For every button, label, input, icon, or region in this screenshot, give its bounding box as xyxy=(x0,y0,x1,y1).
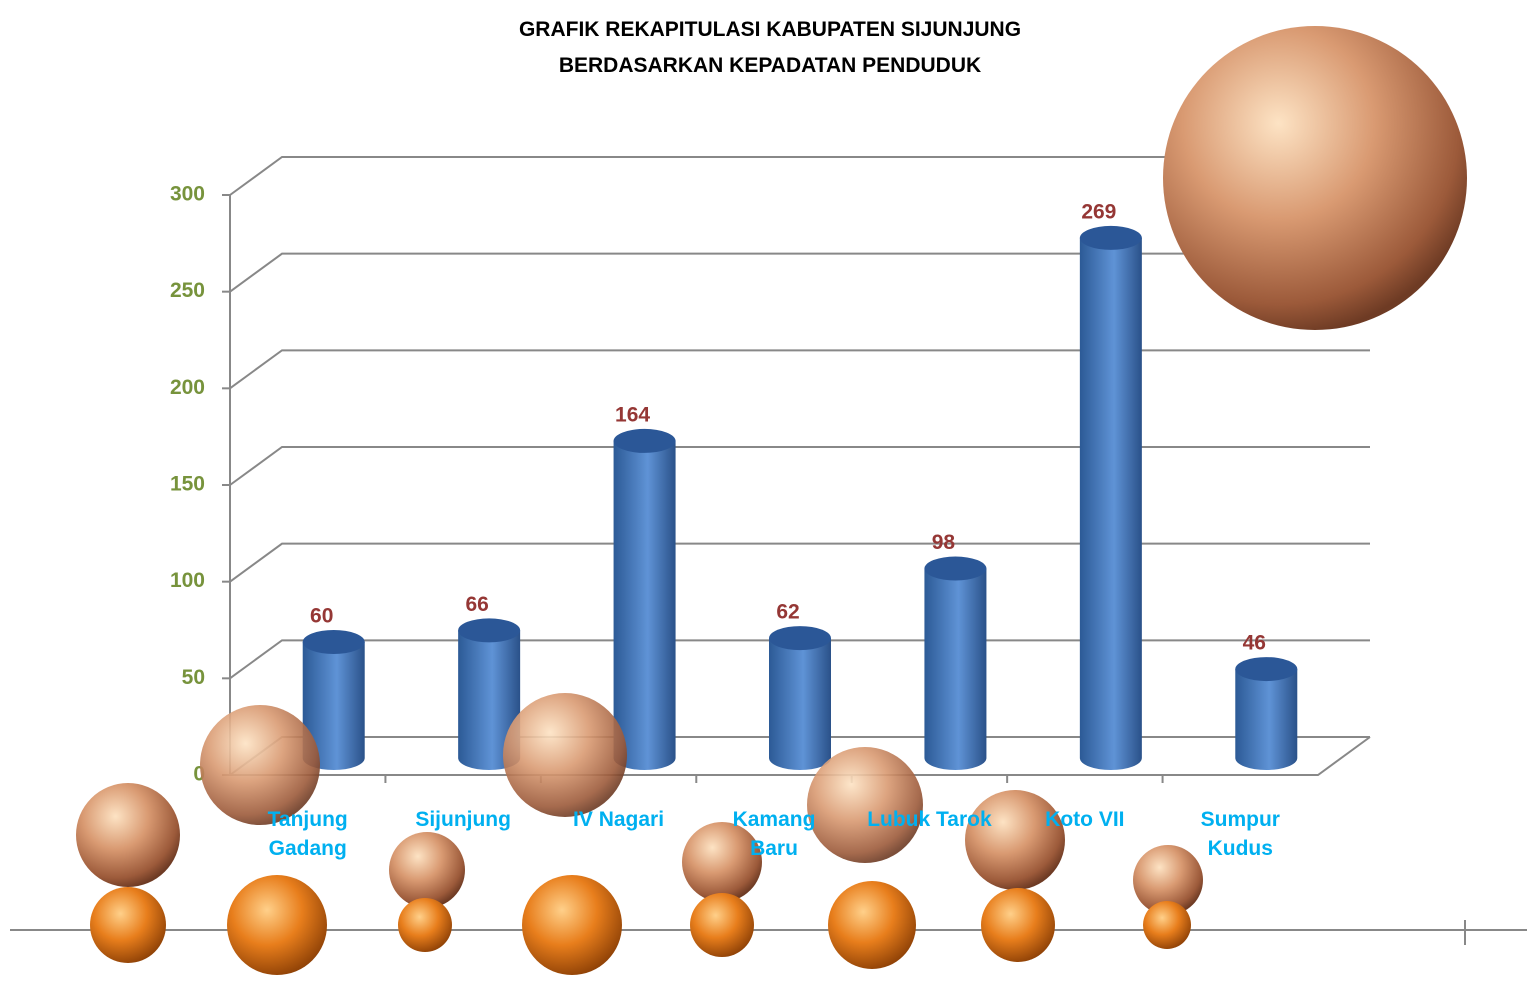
value-label: 60 xyxy=(310,605,333,628)
bar-top xyxy=(769,626,831,651)
value-label: 269 xyxy=(1081,200,1116,223)
x-tick-label: IV Nagari xyxy=(573,808,665,831)
sphere xyxy=(503,693,627,817)
x-tick-label: Sumpur Kudus xyxy=(1200,808,1280,860)
bar xyxy=(302,642,365,771)
sphere xyxy=(227,875,327,975)
sphere xyxy=(398,898,452,952)
bar-top xyxy=(1235,657,1298,682)
y-tick-label: 200 xyxy=(170,376,205,399)
grid-line xyxy=(229,446,1370,486)
bar xyxy=(613,440,676,771)
bar xyxy=(1235,669,1298,771)
y-tick-label: 50 xyxy=(182,666,205,689)
sphere xyxy=(828,881,916,969)
grid-line xyxy=(229,252,1370,293)
sphere xyxy=(690,893,754,957)
grid-line xyxy=(229,156,1370,196)
bar xyxy=(458,630,521,770)
bar-top xyxy=(924,556,987,581)
bar xyxy=(924,568,987,771)
value-label: 164 xyxy=(615,403,650,426)
sphere xyxy=(807,747,923,863)
x-tick-label: Sijunjung xyxy=(415,808,511,831)
value-label: 98 xyxy=(932,531,956,554)
y-tick-label: 300 xyxy=(170,183,205,206)
y-tick-label: 250 xyxy=(170,279,205,302)
chart-subtitle: BERDASARKAN KEPADATAN PENDUDUK xyxy=(558,54,982,77)
sphere xyxy=(981,888,1055,962)
grid-line xyxy=(229,542,1370,583)
sphere xyxy=(522,875,622,975)
decoration xyxy=(10,26,1527,975)
y-tick-label: 100 xyxy=(170,569,205,592)
x-tick-label: Koto VII xyxy=(1045,808,1125,831)
sphere xyxy=(90,887,166,963)
sphere xyxy=(965,790,1065,890)
value-label: 62 xyxy=(776,601,799,624)
sphere xyxy=(1143,901,1191,949)
sphere xyxy=(389,832,465,908)
sphere xyxy=(76,783,180,887)
bar xyxy=(769,638,831,770)
x-tick-label: Tanjung Gadang xyxy=(267,808,348,860)
sphere xyxy=(682,822,762,902)
y-tick-label: 150 xyxy=(170,473,205,496)
bar-top xyxy=(302,630,365,654)
bar xyxy=(1079,237,1142,771)
x-tick-label: Lubuk Tarok xyxy=(867,808,992,831)
y-tick-label: 0 xyxy=(193,763,205,786)
bar-top xyxy=(613,428,676,453)
value-label: 66 xyxy=(465,593,488,616)
bar-top xyxy=(458,618,521,643)
sphere xyxy=(1163,26,1467,330)
grid-line xyxy=(229,349,1370,390)
bar-top xyxy=(1079,225,1142,250)
value-label: 46 xyxy=(1243,632,1266,655)
sphere xyxy=(1133,845,1203,915)
x-tick-label: Kamang Baru xyxy=(732,808,816,860)
grid-line xyxy=(229,639,1370,680)
sphere xyxy=(200,705,320,825)
chart-title: GRAFIK REKAPITULASI KABUPATEN SIJUNJUNG xyxy=(518,18,1022,41)
